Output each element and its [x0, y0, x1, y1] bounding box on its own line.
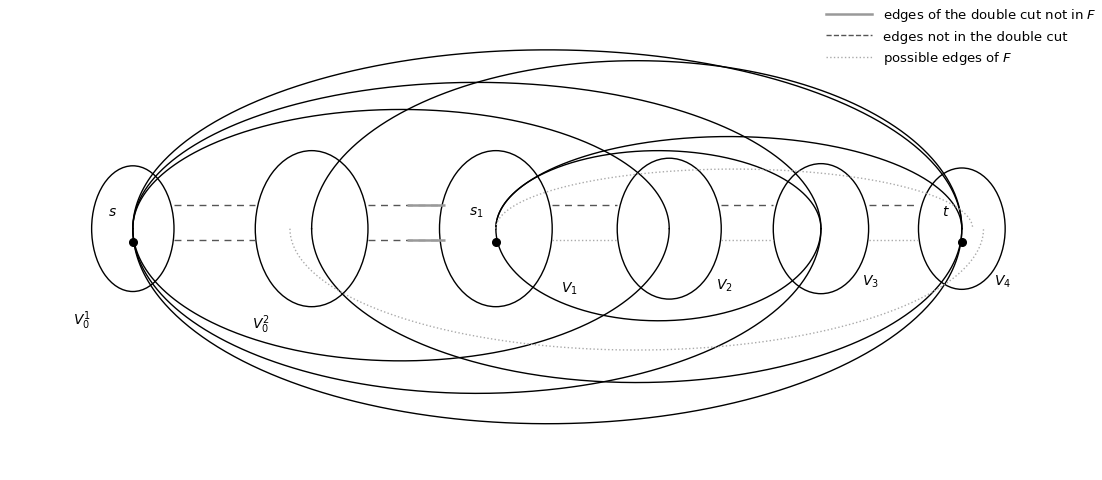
Text: $V_1$: $V_1$ — [561, 280, 577, 296]
Text: $V_0^1$: $V_0^1$ — [73, 309, 90, 331]
Text: s: s — [109, 204, 116, 218]
Text: t: t — [942, 204, 948, 218]
Text: $V_4$: $V_4$ — [994, 274, 1012, 290]
Text: $V_3$: $V_3$ — [862, 274, 879, 290]
Legend: edges of the double cut not in $F$, edges not in the double cut, possible edges : edges of the double cut not in $F$, edge… — [821, 2, 1102, 72]
Text: $s_1$: $s_1$ — [468, 205, 484, 219]
Text: $V_0^2$: $V_0^2$ — [252, 313, 270, 336]
Text: $V_2$: $V_2$ — [716, 276, 733, 293]
